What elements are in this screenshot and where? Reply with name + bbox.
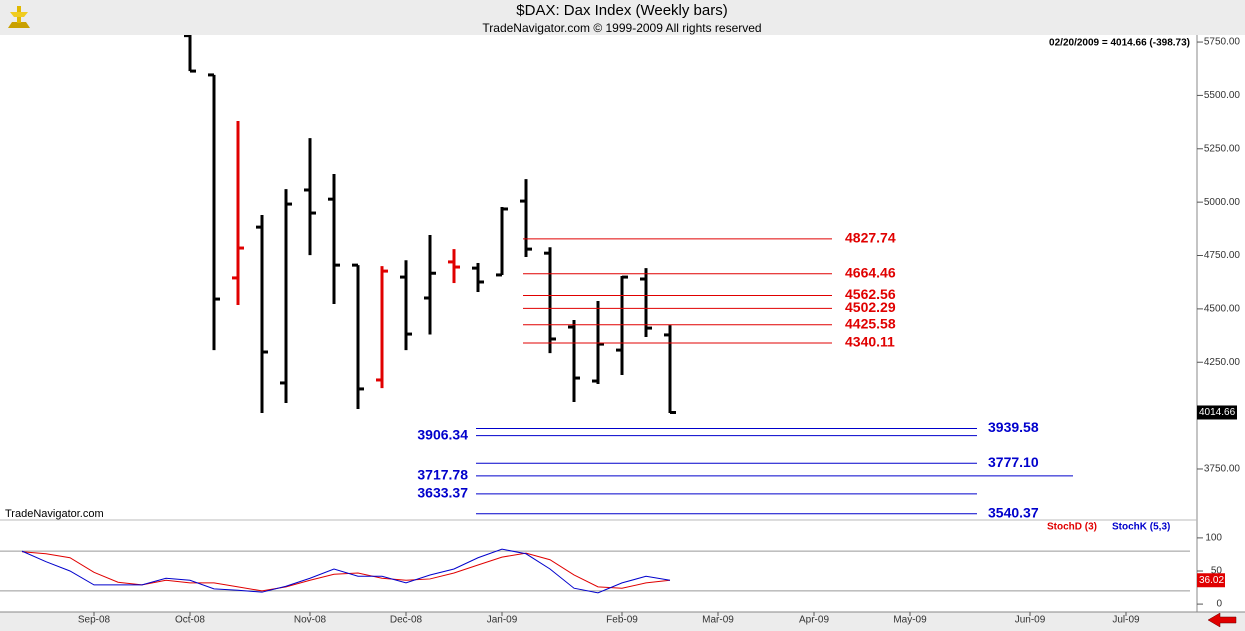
x-tick-label: Sep-08: [78, 615, 111, 626]
y-tick-label: 4500.00: [1204, 304, 1241, 315]
last-price-label: 4014.66: [1199, 407, 1236, 418]
x-tick-label: Feb-09: [606, 615, 638, 626]
support-label: 3633.37: [417, 485, 468, 501]
y-tick-label: 5500.00: [1204, 90, 1241, 101]
x-tick-label: Mar-09: [702, 615, 734, 626]
footer-bg: [0, 612, 1245, 631]
support-label: 3939.58: [988, 419, 1039, 435]
legend-entry: StochK (5,3): [1112, 522, 1170, 533]
resistance-label: 4562.56: [845, 286, 896, 302]
y-tick-label: 5250.00: [1204, 143, 1241, 154]
x-tick-label: Jan-09: [487, 615, 518, 626]
y-tick-label: 5000.00: [1204, 197, 1241, 208]
x-tick-label: Oct-08: [175, 615, 205, 626]
x-tick-label: Dec-08: [390, 615, 423, 626]
indicator-badge: [1197, 573, 1225, 588]
resistance-label: 4502.29: [845, 299, 896, 315]
indicator-y-tick-label: 0: [1216, 599, 1222, 610]
chart-subtitle: TradeNavigator.com © 1999-2009 All right…: [482, 21, 761, 35]
indicator-line: [21, 551, 671, 592]
support-label: 3540.37: [988, 504, 1039, 520]
resistance-label: 4827.74: [845, 230, 896, 246]
y-tick-label: 5750.00: [1204, 37, 1241, 48]
x-tick-label: May-09: [893, 615, 927, 626]
indicator-line: [21, 548, 671, 594]
x-tick-label: Apr-09: [799, 615, 829, 626]
chart-title: $DAX: Dax Index (Weekly bars): [516, 2, 727, 19]
resistance-label: 4664.46: [845, 264, 896, 280]
resistance-label: 4340.11: [845, 334, 895, 350]
logo: [8, 6, 30, 28]
last-price-badge: [1197, 405, 1237, 420]
scroll-arrow[interactable]: [1207, 612, 1237, 628]
support-label: 3777.10: [988, 454, 1039, 470]
x-tick-label: Nov-08: [294, 615, 327, 626]
indicator-badge-label: 36.02: [1199, 575, 1224, 586]
indicator-y-tick-label: 50: [1211, 566, 1223, 577]
support-label: 3717.78: [417, 467, 468, 483]
resistance-label: 4425.58: [845, 315, 896, 331]
legend-entry: StochD (3): [1047, 522, 1097, 533]
x-tick-label: Jul-09: [1112, 615, 1140, 626]
y-tick-label: 4750.00: [1204, 250, 1241, 261]
status-text: 02/20/2009 = 4014.66 (-398.73): [1049, 38, 1190, 49]
y-tick-label: 4250.00: [1204, 357, 1241, 368]
y-tick-label: 3750.00: [1204, 464, 1241, 475]
indicator-y-tick-label: 100: [1205, 533, 1222, 544]
support-label: 3906.34: [417, 426, 468, 442]
header-bg: [0, 0, 1245, 35]
x-tick-label: Jun-09: [1015, 615, 1046, 626]
price-panel: [184, 35, 1073, 515]
watermark: TradeNavigator.com: [5, 508, 104, 520]
